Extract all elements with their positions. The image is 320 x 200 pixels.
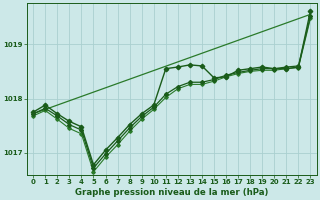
X-axis label: Graphe pression niveau de la mer (hPa): Graphe pression niveau de la mer (hPa): [75, 188, 268, 197]
